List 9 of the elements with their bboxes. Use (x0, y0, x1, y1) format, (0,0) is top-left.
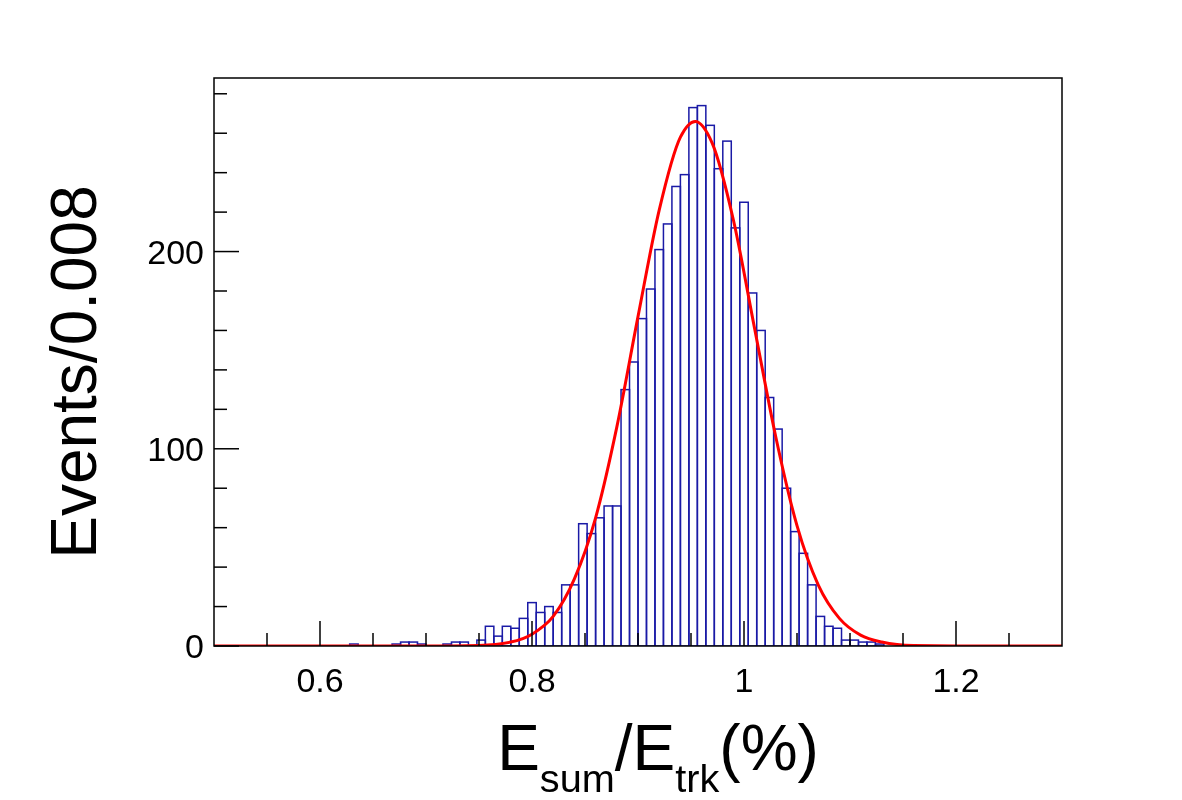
y-tick-label: 100 (147, 429, 204, 468)
x-axis-title: E$_{sum}$/E$_{trk}$(%) (497, 712, 819, 800)
x-tick-label: 0.6 (296, 661, 344, 699)
x-tick-label: 1.2 (932, 661, 980, 699)
x-tick-label: 1 (734, 661, 754, 699)
y-tick-label: 0 (185, 627, 204, 665)
y-tick-label: 200 (147, 232, 204, 271)
x-tick-label: 0.8 (508, 661, 556, 699)
y-axis-title: Events/0.008 (38, 185, 110, 559)
